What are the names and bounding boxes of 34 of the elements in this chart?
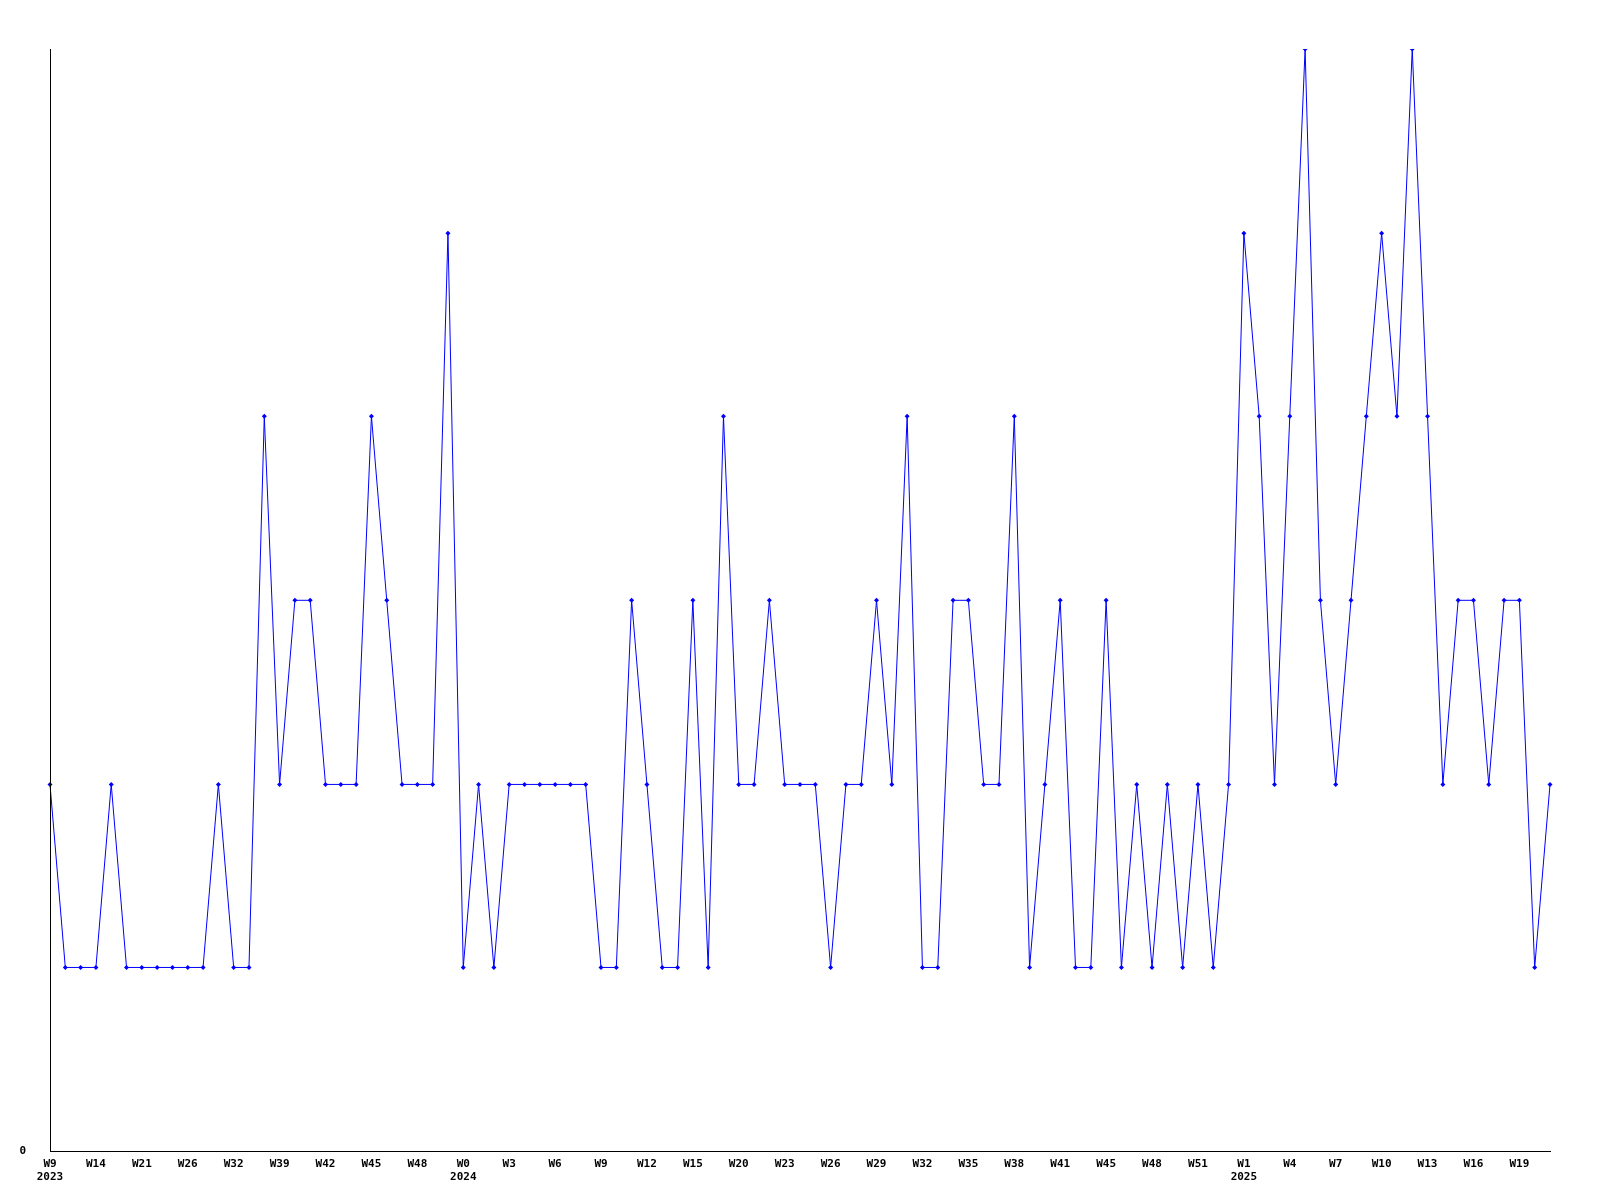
x-tick-label: W29 bbox=[866, 1157, 887, 1171]
x-tick-label: W48 bbox=[1142, 1157, 1162, 1171]
x-tick-label: W32 bbox=[912, 1157, 933, 1171]
x-tick-label: W45 bbox=[361, 1157, 382, 1171]
x-tick-label: W3 bbox=[502, 1157, 516, 1171]
x-tick-label: W39 bbox=[269, 1157, 290, 1171]
x-tick-label: W35 bbox=[958, 1157, 979, 1171]
x-tick-label: W32 bbox=[223, 1157, 244, 1171]
x-tick-label: W0 2024 bbox=[450, 1157, 477, 1184]
x-tick-label: W9 bbox=[594, 1157, 608, 1171]
x-tick-label: W51 bbox=[1188, 1157, 1209, 1171]
x-tick-label: W19 bbox=[1509, 1157, 1530, 1171]
x-tick-label: W26 bbox=[820, 1157, 841, 1171]
x-tick-label: W26 bbox=[177, 1157, 199, 1171]
x-tick-label: W6 bbox=[548, 1157, 563, 1171]
x-tick-label: W12 bbox=[637, 1157, 657, 1171]
x-tick-label: W48 bbox=[407, 1157, 428, 1171]
x-tick-label: W41 bbox=[1050, 1157, 1071, 1171]
x-tick-label: W7 bbox=[1329, 1157, 1343, 1171]
x-tick-label: W38 bbox=[1004, 1157, 1025, 1171]
x-tick-label: W20 bbox=[728, 1157, 749, 1171]
x-tick-label: W1 2025 bbox=[1230, 1157, 1258, 1184]
x-tick-label: W15 bbox=[682, 1157, 703, 1171]
x-tick-label: W42 bbox=[315, 1157, 336, 1171]
text: 0 bbox=[19, 1144, 26, 1158]
x-tick-label: W4 bbox=[1283, 1157, 1297, 1171]
x-tick-label: W21 bbox=[131, 1157, 153, 1171]
x-tick-label: W14 bbox=[85, 1157, 107, 1171]
x-tick-label: W23 bbox=[774, 1157, 795, 1171]
x-tick-label: W16 bbox=[1463, 1157, 1484, 1171]
x-tick-label: W10 bbox=[1371, 1157, 1392, 1171]
x-tick-label: W9 2023 bbox=[36, 1157, 64, 1184]
x-tick-label: W45 bbox=[1096, 1157, 1117, 1171]
x-tick-label: W13 bbox=[1417, 1157, 1438, 1171]
